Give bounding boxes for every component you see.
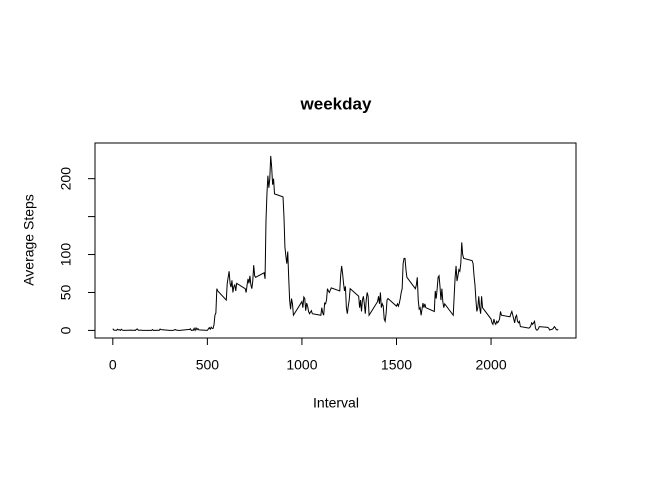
- x-tick-label: 0: [109, 357, 117, 373]
- plot-box: [94, 142, 577, 339]
- y-tick-label: 50: [58, 284, 74, 300]
- y-axis-label: Average Steps: [21, 194, 37, 286]
- x-tick-label: 1000: [286, 357, 317, 373]
- y-tick-label: 100: [58, 243, 74, 267]
- chart-title: weekday: [300, 94, 372, 113]
- x-tick-label: 500: [196, 357, 220, 373]
- data-line: [112, 155, 559, 332]
- x-axis-label: Interval: [313, 395, 359, 411]
- y-tick-label: 0: [58, 326, 74, 334]
- x-tick-label: 2000: [475, 357, 506, 373]
- y-tick-label: 200: [58, 167, 74, 191]
- x-tick-label: 1500: [381, 357, 412, 373]
